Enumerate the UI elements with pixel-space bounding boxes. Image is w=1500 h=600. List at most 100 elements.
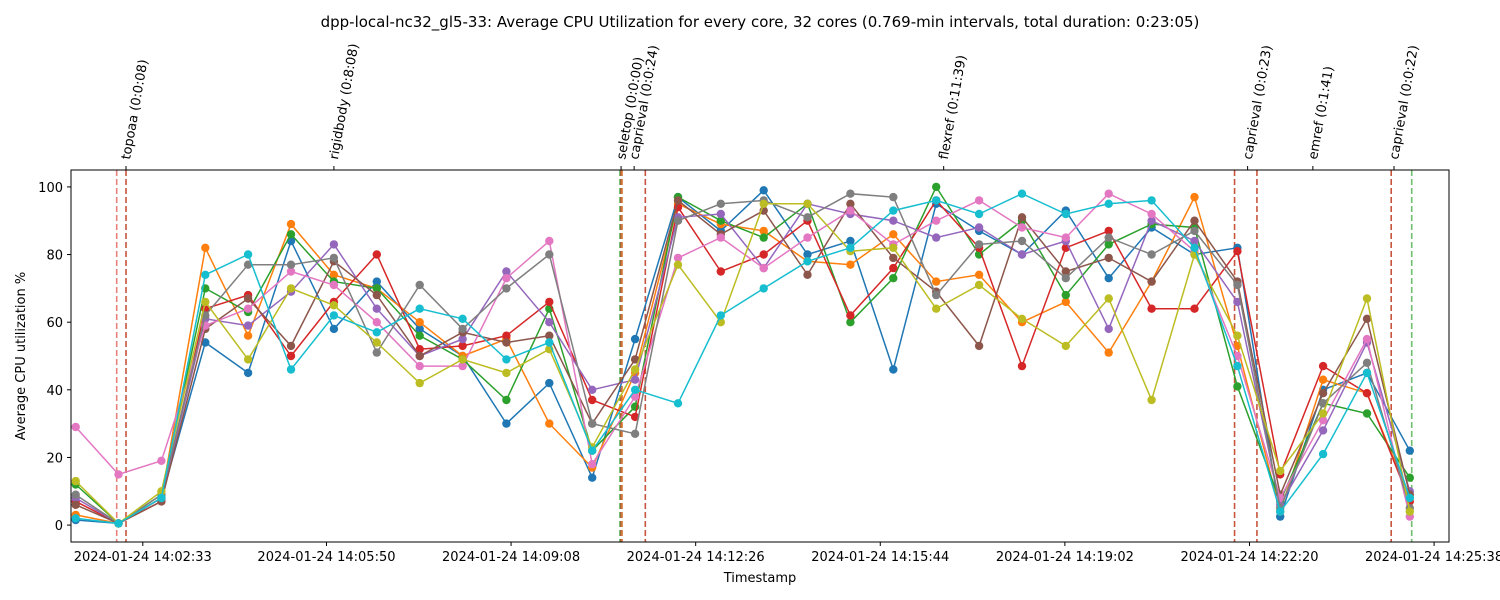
data-point (502, 419, 511, 428)
data-point (545, 338, 554, 347)
data-point (1276, 507, 1285, 516)
data-point (372, 250, 381, 259)
x-tick-label: 2024-01-24 14:22:20 (1180, 550, 1318, 565)
data-point (372, 328, 381, 337)
data-point (1190, 216, 1199, 225)
series-line (75, 199, 1411, 525)
data-point (1147, 196, 1156, 205)
series-line (75, 189, 1411, 525)
data-point (157, 456, 166, 465)
data-series (71, 186, 1415, 528)
series-line (75, 192, 1411, 525)
data-point (1104, 189, 1113, 198)
data-point (1061, 233, 1071, 242)
data-point (759, 186, 768, 195)
x-tick-label: 2024-01-24 14:02:33 (74, 550, 212, 565)
data-point (372, 338, 381, 347)
data-point (889, 206, 898, 215)
data-point (1405, 473, 1415, 482)
data-point (415, 280, 424, 290)
data-point (415, 378, 424, 388)
series-line (75, 202, 1411, 525)
data-point (932, 216, 941, 225)
data-point (458, 314, 467, 323)
data-point (1017, 361, 1027, 371)
event-label: caprieval (0:0:22) (1387, 44, 1422, 161)
data-point (1233, 331, 1242, 340)
data-point (1104, 233, 1113, 242)
data-point (243, 355, 253, 364)
data-point (630, 429, 640, 438)
data-point (974, 270, 984, 279)
data-point (329, 270, 339, 279)
data-point (71, 514, 80, 523)
data-point (415, 324, 424, 334)
data-point (458, 341, 467, 351)
data-point (243, 304, 253, 313)
data-point (1318, 426, 1328, 435)
data-point (588, 419, 597, 428)
data-point (1017, 250, 1027, 259)
data-point (1318, 416, 1328, 425)
data-point (1104, 240, 1113, 249)
data-point (889, 230, 898, 239)
data-point (1017, 223, 1027, 232)
data-point (974, 209, 984, 219)
data-point (286, 365, 296, 374)
data-point (201, 243, 210, 252)
data-point (630, 365, 640, 374)
data-point (545, 419, 554, 428)
x-tick-label: 2024-01-24 14:09:08 (442, 550, 580, 565)
data-point (716, 209, 725, 219)
data-point (329, 240, 339, 249)
data-point (286, 230, 296, 239)
data-point (372, 318, 381, 327)
data-point (889, 243, 898, 252)
data-point (803, 233, 812, 242)
data-point (71, 476, 80, 486)
event-label: topoaa (0:0:08) (119, 58, 151, 160)
data-point (1147, 216, 1156, 225)
data-point (1190, 192, 1199, 202)
data-point (716, 233, 725, 242)
data-point (415, 331, 424, 340)
data-point (1190, 243, 1199, 252)
data-point (846, 206, 855, 215)
data-point (1147, 304, 1156, 313)
data-point (545, 378, 554, 388)
data-point (329, 280, 339, 290)
data-point (372, 277, 381, 286)
data-point (1233, 280, 1242, 290)
data-point (415, 351, 424, 361)
data-point (1362, 358, 1372, 367)
data-point (716, 199, 725, 208)
series-line (75, 192, 1411, 525)
data-point (673, 196, 683, 205)
data-point (889, 253, 898, 263)
series-line (75, 195, 1411, 525)
data-point (889, 274, 898, 283)
data-point (630, 375, 640, 384)
data-point (1318, 361, 1328, 371)
data-point (1318, 409, 1328, 418)
data-point (1233, 361, 1242, 371)
data-point (759, 250, 768, 259)
data-point (201, 270, 210, 279)
data-point (502, 331, 511, 340)
y-tick-label: 20 (46, 451, 63, 466)
data-point (415, 318, 424, 327)
y-tick-label: 0 (55, 519, 63, 534)
data-point (932, 304, 941, 313)
data-point (1362, 368, 1372, 378)
data-point (1362, 389, 1372, 398)
data-point (1405, 446, 1415, 455)
data-point (803, 213, 812, 222)
data-point (502, 274, 511, 283)
data-point (502, 338, 511, 347)
data-series (71, 199, 1415, 528)
chart-title: dpp-local-nc32_gl5-33: Average CPU Utili… (321, 13, 1200, 32)
y-tick-label: 100 (38, 181, 63, 196)
data-point (1104, 348, 1113, 357)
event-label: caprieval (0:0:23) (1241, 44, 1276, 161)
